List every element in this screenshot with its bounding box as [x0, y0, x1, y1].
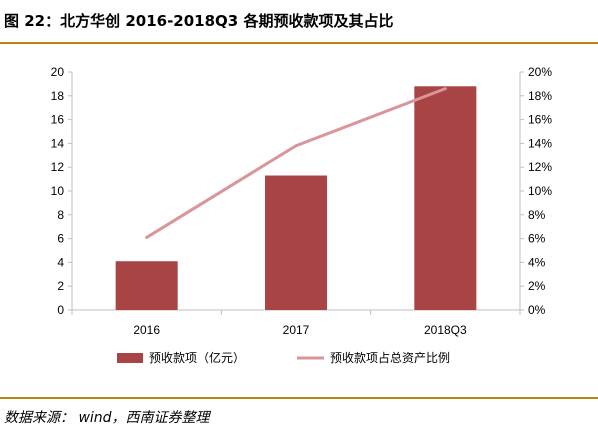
legend-line-label: 预收款项占总资产比例	[330, 350, 450, 365]
legend-bar-label: 预收款项（亿元）	[149, 350, 245, 365]
y-left-tick-label: 8	[57, 208, 64, 222]
y-left-tick-label: 0	[57, 303, 64, 317]
chart-legend: 预收款项（亿元） 预收款项占总资产比例	[117, 350, 450, 365]
y-left-tick-label: 4	[57, 255, 64, 269]
top-rule	[0, 42, 598, 44]
y-left-tick-label: 14	[51, 136, 65, 150]
figure-title: 图 22：北方华创 2016-2018Q3 各期预收款项及其占比	[4, 12, 394, 30]
y-left-tick-label: 20	[51, 65, 65, 79]
x-tick-label: 2016	[133, 323, 160, 337]
y-right-tick-label: 6%	[528, 232, 546, 246]
y-right-tick-label: 4%	[528, 255, 546, 269]
y-right-tick-label: 8%	[528, 208, 546, 222]
y-left-tick-label: 18	[51, 89, 65, 103]
chart: 0 2 4 6 8 10 12 14 16 18 20 0% 2% 4% 6% 8% 10% 12% 14% 16% 1…	[51, 65, 553, 365]
y-right-tick-label: 0%	[528, 303, 546, 317]
y-right-tick-label: 14%	[528, 136, 552, 150]
bar	[115, 261, 178, 310]
y-left-tick-label: 12	[51, 160, 65, 174]
y-right-tick-label: 12%	[528, 160, 552, 174]
y-right-tick-label: 16%	[528, 113, 552, 127]
legend-bar-swatch	[117, 353, 143, 363]
bar	[265, 175, 327, 310]
bar	[414, 86, 477, 310]
bar-series	[115, 86, 477, 310]
chart-axes: 0 2 4 6 8 10 12 14 16 18 20 0% 2% 4% 6% 8% 10% 12% 14% 16% 1…	[51, 65, 553, 337]
y-right-tick-label: 20%	[528, 65, 552, 79]
bottom-rule	[0, 397, 598, 399]
y-left-tick-label: 10	[51, 184, 65, 198]
line-series	[145, 87, 447, 239]
y-left-tick-label: 16	[51, 113, 65, 127]
x-tick-label: 2017	[283, 323, 310, 337]
source-note: 数据来源： wind，西南证券整理	[4, 410, 210, 426]
x-tick-label: 2018Q3	[424, 323, 467, 337]
ratio-line	[145, 87, 447, 239]
y-left-tick-label: 6	[57, 232, 64, 246]
y-left-tick-label: 2	[57, 279, 64, 293]
y-right-tick-label: 2%	[528, 279, 546, 293]
y-right-tick-label: 18%	[528, 89, 552, 103]
y-right-tick-label: 10%	[528, 184, 552, 198]
